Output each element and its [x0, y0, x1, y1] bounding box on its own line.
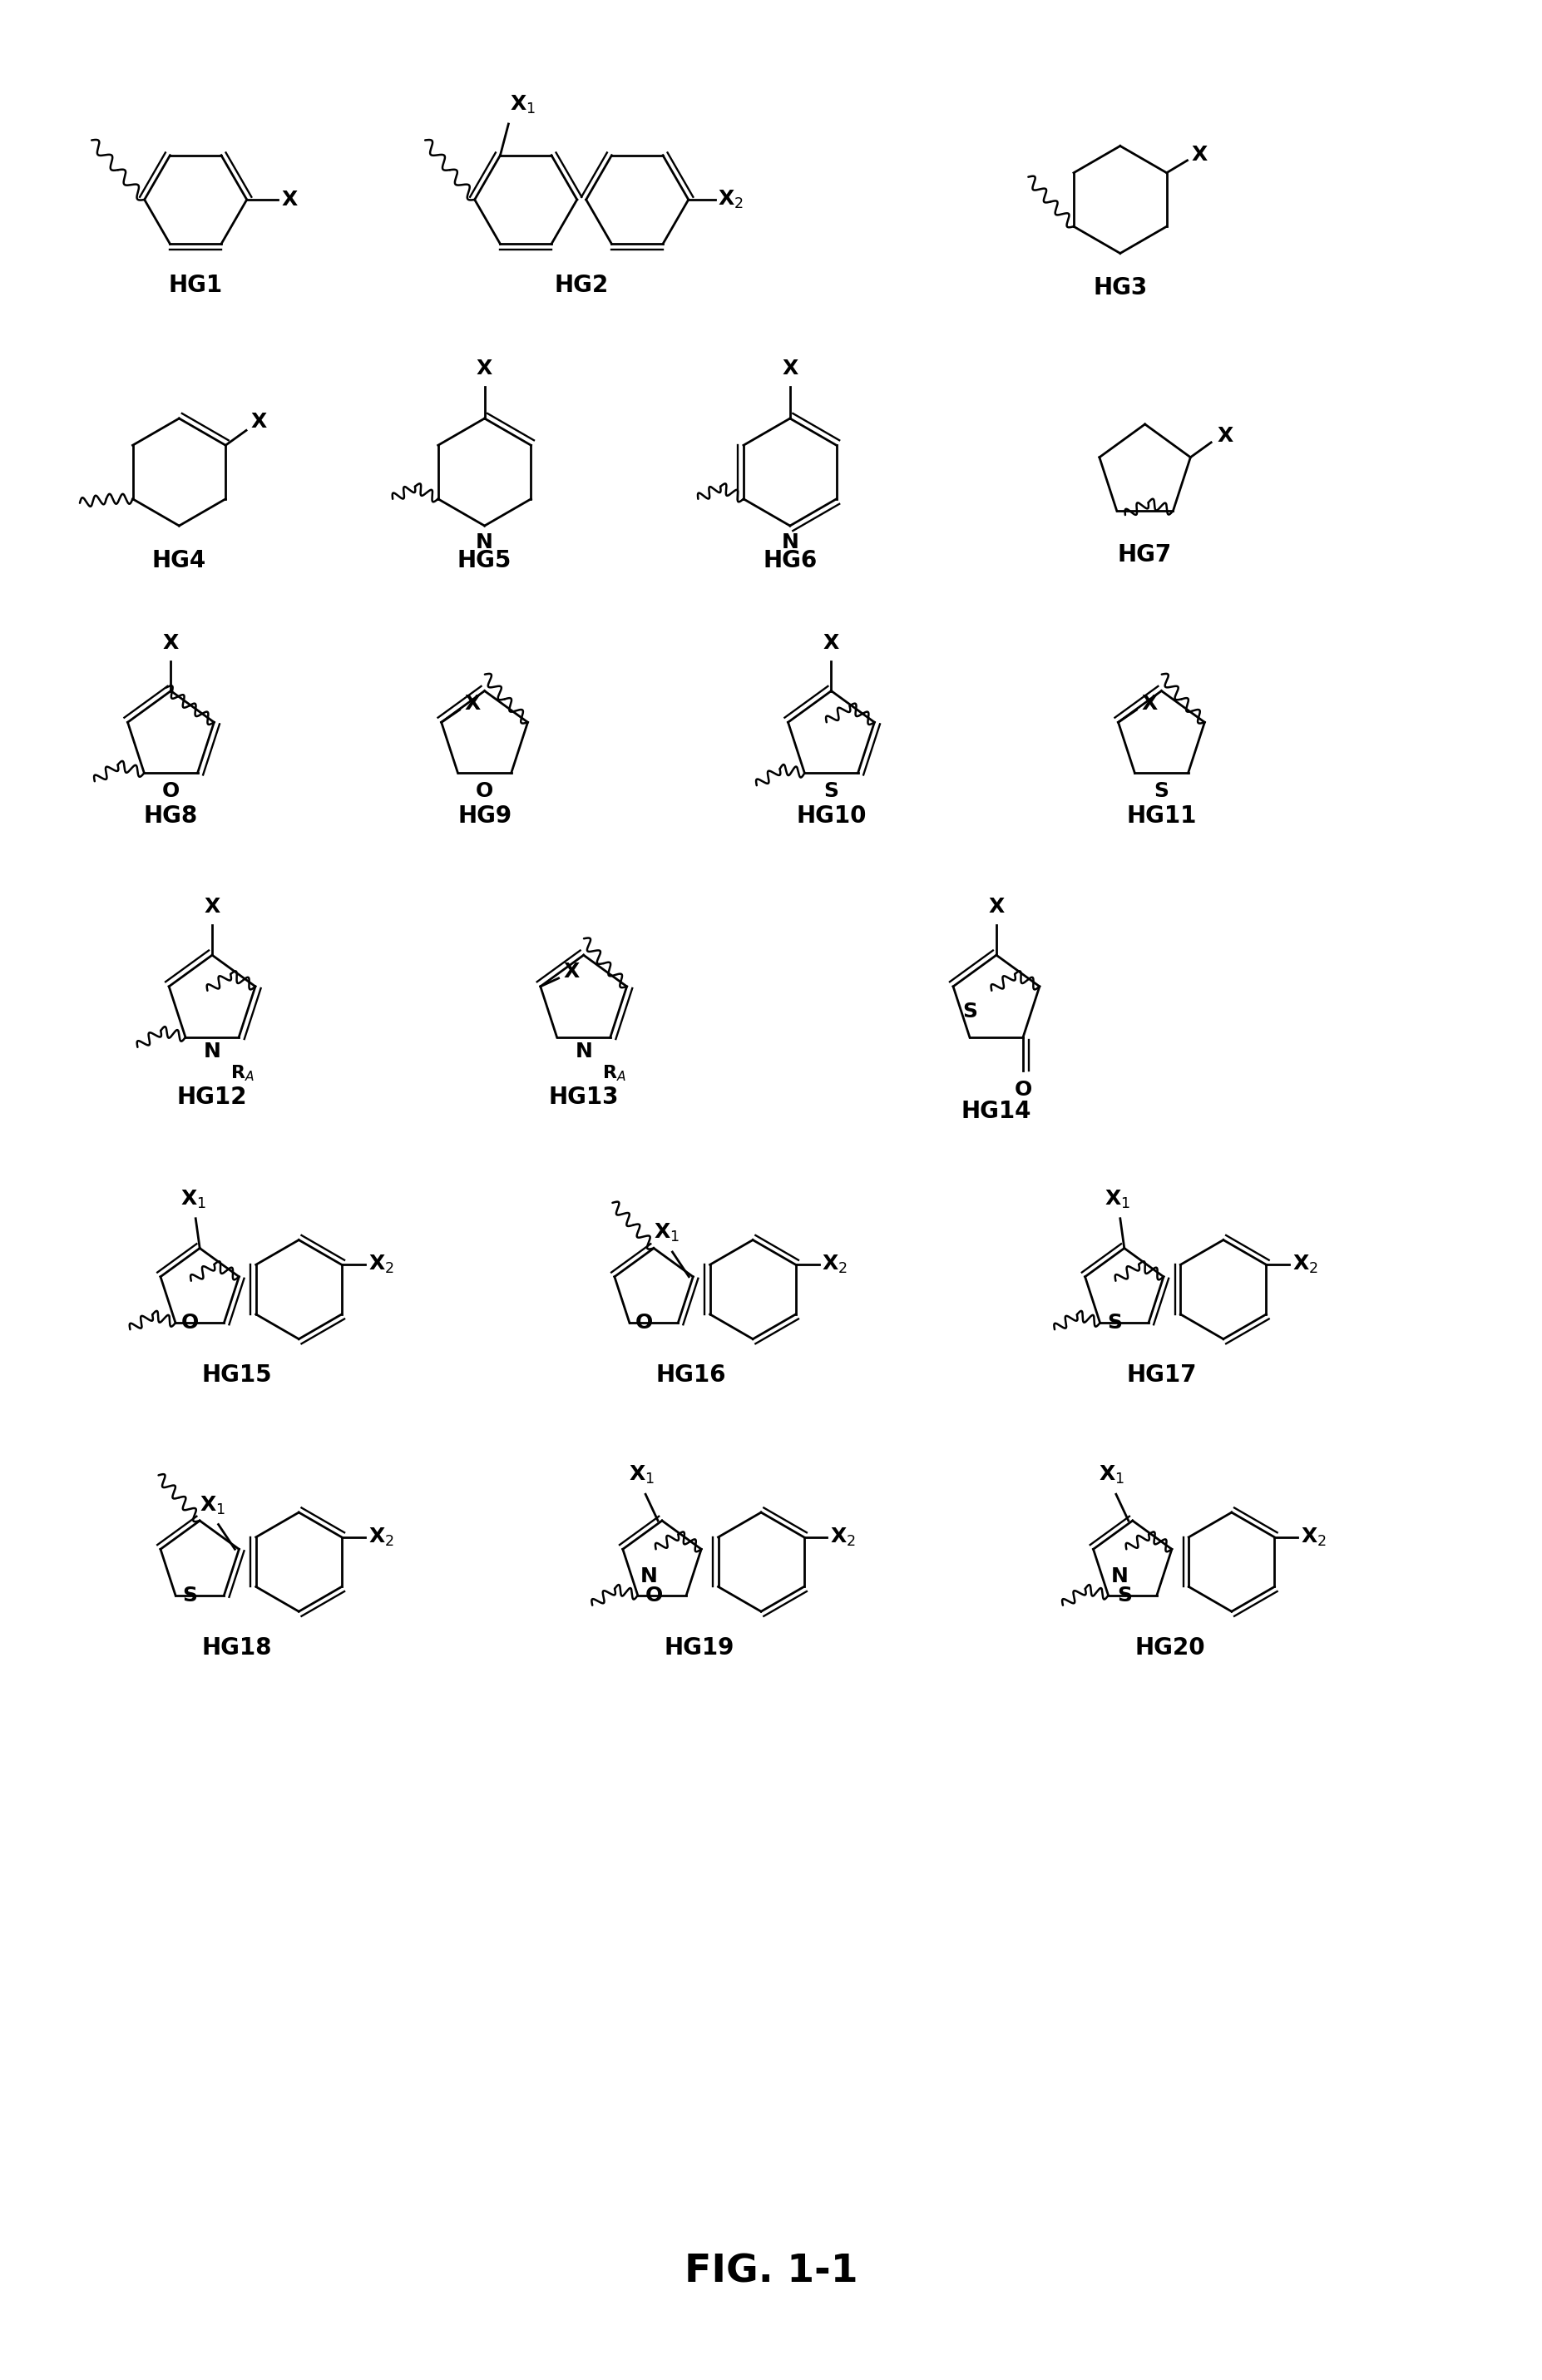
Text: HG9: HG9	[458, 804, 512, 828]
Text: N: N	[476, 533, 493, 552]
Text: N: N	[782, 533, 799, 552]
Text: N: N	[204, 1042, 221, 1061]
Text: FIG. 1-1: FIG. 1-1	[685, 2254, 857, 2290]
Text: X: X	[282, 190, 298, 209]
Text: HG18: HG18	[202, 1637, 271, 1659]
Text: X: X	[563, 962, 580, 981]
Text: HG11: HG11	[1126, 804, 1197, 828]
Text: N: N	[575, 1042, 592, 1061]
Text: X$_2$: X$_2$	[831, 1526, 856, 1547]
Text: R$_A$: R$_A$	[601, 1064, 626, 1083]
Text: HG14: HG14	[961, 1100, 1032, 1123]
Text: HG16: HG16	[655, 1364, 726, 1388]
Text: HG2: HG2	[555, 274, 609, 298]
Text: HG1: HG1	[168, 274, 222, 298]
Text: N: N	[640, 1566, 657, 1587]
Text: X$_1$: X$_1$	[510, 93, 537, 117]
Text: HG13: HG13	[549, 1085, 618, 1109]
Text: HG19: HG19	[665, 1637, 734, 1659]
Text: X: X	[1192, 145, 1207, 164]
Text: X$_2$: X$_2$	[719, 188, 743, 209]
Text: HG5: HG5	[458, 550, 512, 571]
Text: X$_1$: X$_1$	[1099, 1464, 1124, 1485]
Text: X$_1$: X$_1$	[629, 1464, 654, 1485]
Text: HG6: HG6	[763, 550, 817, 571]
Text: O: O	[162, 781, 180, 802]
Text: HG7: HG7	[1118, 543, 1172, 566]
Text: HG15: HG15	[202, 1364, 271, 1388]
Text: X$_2$: X$_2$	[1301, 1526, 1326, 1547]
Text: X$_2$: X$_2$	[1292, 1254, 1318, 1276]
Text: O: O	[645, 1585, 663, 1606]
Text: X$_1$: X$_1$	[180, 1188, 207, 1209]
Text: S: S	[1116, 1585, 1132, 1606]
Text: HG3: HG3	[1093, 276, 1147, 300]
Text: X$_2$: X$_2$	[822, 1254, 848, 1276]
Text: X: X	[464, 695, 481, 714]
Text: HG10: HG10	[796, 804, 867, 828]
Text: X$_1$: X$_1$	[200, 1495, 225, 1516]
Text: O: O	[476, 781, 493, 802]
Text: X$_2$: X$_2$	[369, 1254, 393, 1276]
Text: N: N	[1110, 1566, 1129, 1587]
Text: X: X	[823, 633, 839, 652]
Text: O: O	[180, 1314, 199, 1333]
Text: O: O	[635, 1314, 652, 1333]
Text: X: X	[250, 412, 267, 433]
Text: X: X	[163, 633, 179, 652]
Text: HG17: HG17	[1126, 1364, 1197, 1388]
Text: S: S	[1107, 1314, 1123, 1333]
Text: HG8: HG8	[143, 804, 197, 828]
Text: S: S	[182, 1585, 197, 1606]
Text: R$_A$: R$_A$	[230, 1064, 254, 1083]
Text: X: X	[1217, 426, 1234, 445]
Text: S: S	[1153, 781, 1169, 802]
Text: X$_2$: X$_2$	[369, 1526, 393, 1547]
Text: X: X	[476, 359, 492, 378]
Text: HG20: HG20	[1135, 1637, 1204, 1659]
Text: X: X	[988, 897, 1004, 916]
Text: X: X	[204, 897, 221, 916]
Text: X: X	[1141, 695, 1158, 714]
Text: HG12: HG12	[177, 1085, 247, 1109]
Text: HG4: HG4	[153, 550, 207, 571]
Text: X$_1$: X$_1$	[1104, 1188, 1130, 1209]
Text: S: S	[962, 1002, 978, 1021]
Text: O: O	[1015, 1081, 1032, 1100]
Text: X: X	[782, 359, 799, 378]
Text: S: S	[823, 781, 839, 802]
Text: X$_1$: X$_1$	[654, 1221, 680, 1245]
